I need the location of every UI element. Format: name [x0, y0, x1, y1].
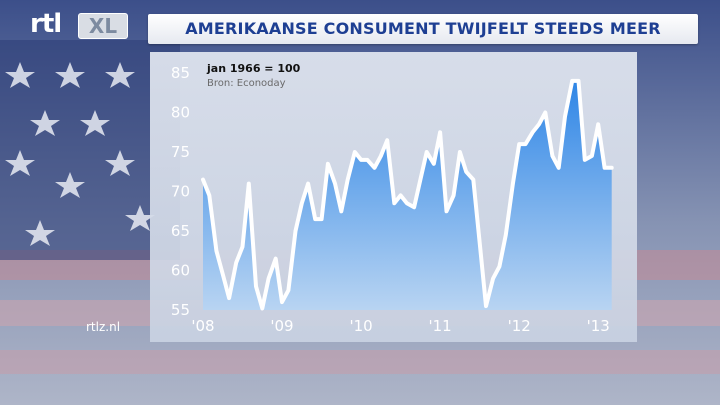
y-tick-label: 60 [171, 262, 190, 280]
y-tick-label: 80 [171, 104, 190, 122]
y-tick-label: 75 [171, 143, 190, 161]
y-tick-label: 55 [171, 301, 190, 319]
star-icons [5, 62, 155, 246]
x-tick-label: '12 [508, 317, 531, 335]
logo-rtl-text: rtl [30, 9, 62, 39]
x-tick-label: '09 [270, 317, 293, 335]
x-tick-label: '08 [191, 317, 214, 335]
x-tick-label: '10 [349, 317, 372, 335]
y-tick-label: 65 [171, 222, 190, 240]
title-bar: AMERIKAANSE CONSUMENT TWIJFELT STEEDS ME… [148, 14, 698, 44]
rtlxl-logo: rtl XL [30, 9, 128, 41]
series-line [201, 78, 614, 311]
x-tick-label: '11 [428, 317, 451, 335]
y-tick-label: 70 [171, 183, 190, 201]
x-tick-label: '13 [587, 317, 610, 335]
series-area [203, 80, 612, 311]
chart-source: Bron: Econoday [207, 78, 286, 89]
chart-subtitle: jan 1966 = 100 [206, 62, 301, 75]
page-title: AMERIKAANSE CONSUMENT TWIJFELT STEEDS ME… [185, 19, 661, 38]
site-url: rtlz.nl [86, 320, 121, 334]
logo-xl-badge: XL [78, 13, 128, 39]
y-tick-label: 85 [171, 64, 190, 82]
